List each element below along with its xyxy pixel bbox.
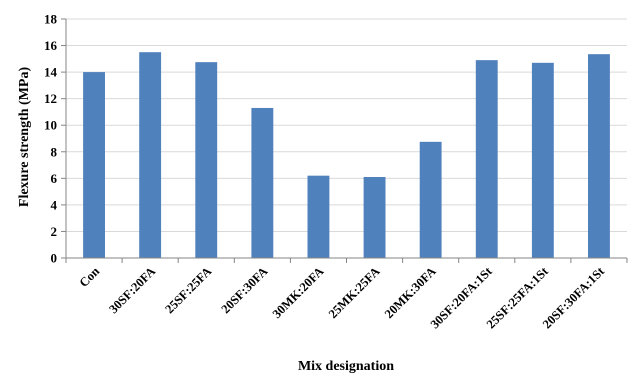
bar [83,72,105,258]
bar [363,177,386,258]
x-tick-label: 30MK:20FA [270,264,327,321]
x-tick-label: 25SF:25FA [162,264,214,316]
bars [83,52,610,259]
bar [475,60,498,259]
y-tick-label: 8 [51,144,58,159]
x-tick-label: 25MK:25FA [326,264,383,321]
y-tick-label: 16 [44,38,58,53]
y-tick-label: 18 [44,12,58,27]
axes [65,19,628,263]
y-tick-label: 12 [44,91,57,106]
x-tick-label: 30SF:20FA [106,264,158,316]
bar [307,175,330,258]
y-axis-title: Flexure strength (MPa) [17,67,32,208]
bar [195,62,218,259]
bar [588,54,610,258]
x-axis-title: Mix designation [298,359,394,374]
y-tick-label: 0 [51,251,58,266]
x-tick-label: 20MK:30FA [382,264,439,321]
bar [419,141,442,258]
x-tick-label: Con [77,264,103,290]
y-tick-label: 14 [44,65,58,80]
y-tick-labels: 0 2 4 6 8 10 12 14 16 18 [44,12,58,266]
bar [139,52,162,258]
bar [251,107,274,258]
y-tick-label: 4 [51,197,58,212]
y-tick-label: 6 [51,171,58,186]
x-tick-label: 20SF:30FA [218,264,270,316]
y-tick-label: 2 [51,224,58,239]
y-tick-label: 10 [44,118,57,133]
x-tick-labels: Con 30SF:20FA 25SF:25FA 20SF:30FA 30MK:20FA 2… [77,264,608,332]
bar [531,62,554,258]
